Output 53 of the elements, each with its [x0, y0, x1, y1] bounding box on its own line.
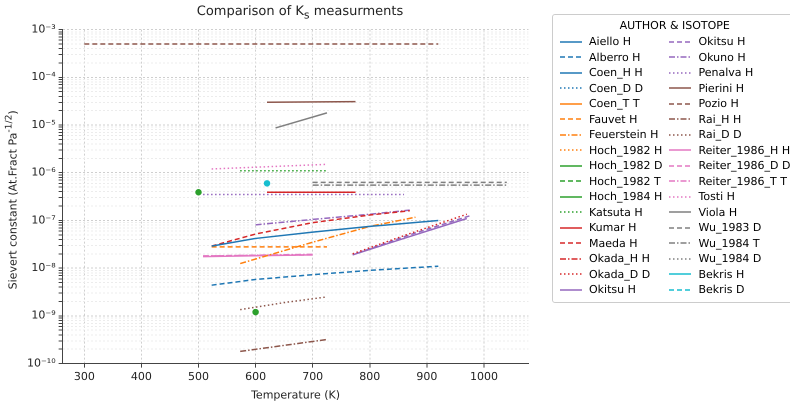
x-tick-label: 800	[359, 370, 380, 384]
x-tick-label: 900	[416, 370, 438, 384]
legend-label: Hoch_1982 T	[589, 174, 661, 188]
legend-label: Aiello H	[589, 35, 631, 48]
legend-label: Reiter_1986_H H	[698, 144, 790, 157]
legend-label: Hoch_1982 D	[589, 159, 662, 172]
legend-label: Reiter_1986_D D	[698, 159, 790, 172]
y-tick-label: 10⁻³	[31, 22, 56, 36]
legend-label: Okitsu H	[698, 35, 746, 48]
legend-label: Katsuta H	[589, 206, 643, 219]
legend-label: Alberro H	[589, 50, 640, 64]
legend-label: Wu_1983 D	[698, 221, 762, 234]
x-tick-label: 700	[302, 370, 324, 384]
y-tick-label: 10⁻⁸	[31, 261, 56, 274]
y-tick-label: 10⁻⁵	[31, 118, 56, 131]
legend-label: Rai_D D	[698, 128, 742, 142]
legend-label: Hoch_1982 H	[589, 144, 662, 157]
legend-label: Coen_D D	[589, 82, 644, 95]
legend-label: Feuerstein H	[589, 128, 658, 142]
legend-label: Okitsu H	[589, 283, 636, 296]
y-tick-label: 10⁻⁹	[31, 308, 56, 322]
legend-label: Fauvet H	[589, 112, 638, 126]
legend-label: Wu_1984 T	[698, 236, 760, 250]
x-tick-label: 600	[245, 370, 266, 384]
legend-label: Okuno H	[698, 50, 746, 64]
x-axis-title: Temperature (K)	[250, 388, 340, 402]
x-tick-label: 1000	[470, 370, 498, 384]
legend-title: AUTHOR & ISOTOPE	[618, 19, 731, 32]
legend-label: Wu_1984 D	[698, 252, 762, 266]
legend-label: Kumar H	[589, 221, 636, 234]
legend-label: Bekris H	[698, 268, 744, 281]
x-tick-label: 400	[130, 370, 152, 384]
legend-label: Maeda H	[589, 236, 638, 250]
legend-label: Bekris D	[698, 283, 744, 296]
legend-label: Okada_D D	[589, 268, 650, 281]
legend-label: Coen_H H	[589, 66, 643, 80]
legend-label: Hoch_1984 H	[589, 190, 662, 204]
legend-label: Pierini H	[698, 82, 744, 95]
legend-label: Coen_T T	[589, 97, 640, 110]
y-tick-label: 10⁻⁶	[31, 166, 56, 179]
legend-label: Pozio H	[698, 97, 739, 110]
legend-label: Penalva H	[698, 66, 754, 80]
y-tick-label: 10⁻⁷	[31, 213, 56, 226]
legend-label: Okada_H H	[589, 252, 650, 266]
y-tick-label: 10⁻⁴	[31, 70, 56, 84]
legend-label: Tosti H	[698, 190, 735, 204]
chart-title: Comparison of K$_{s}$ measurments	[196, 4, 404, 22]
x-tick-label: 500	[188, 370, 210, 384]
legend-label: Rai_H H	[698, 112, 742, 126]
x-tick-label: 300	[74, 370, 95, 384]
legend-label: Viola H	[698, 206, 738, 219]
legend-label: Reiter_1986_T T	[698, 174, 787, 188]
y-tick-label: 10⁻¹⁰	[27, 356, 56, 370]
